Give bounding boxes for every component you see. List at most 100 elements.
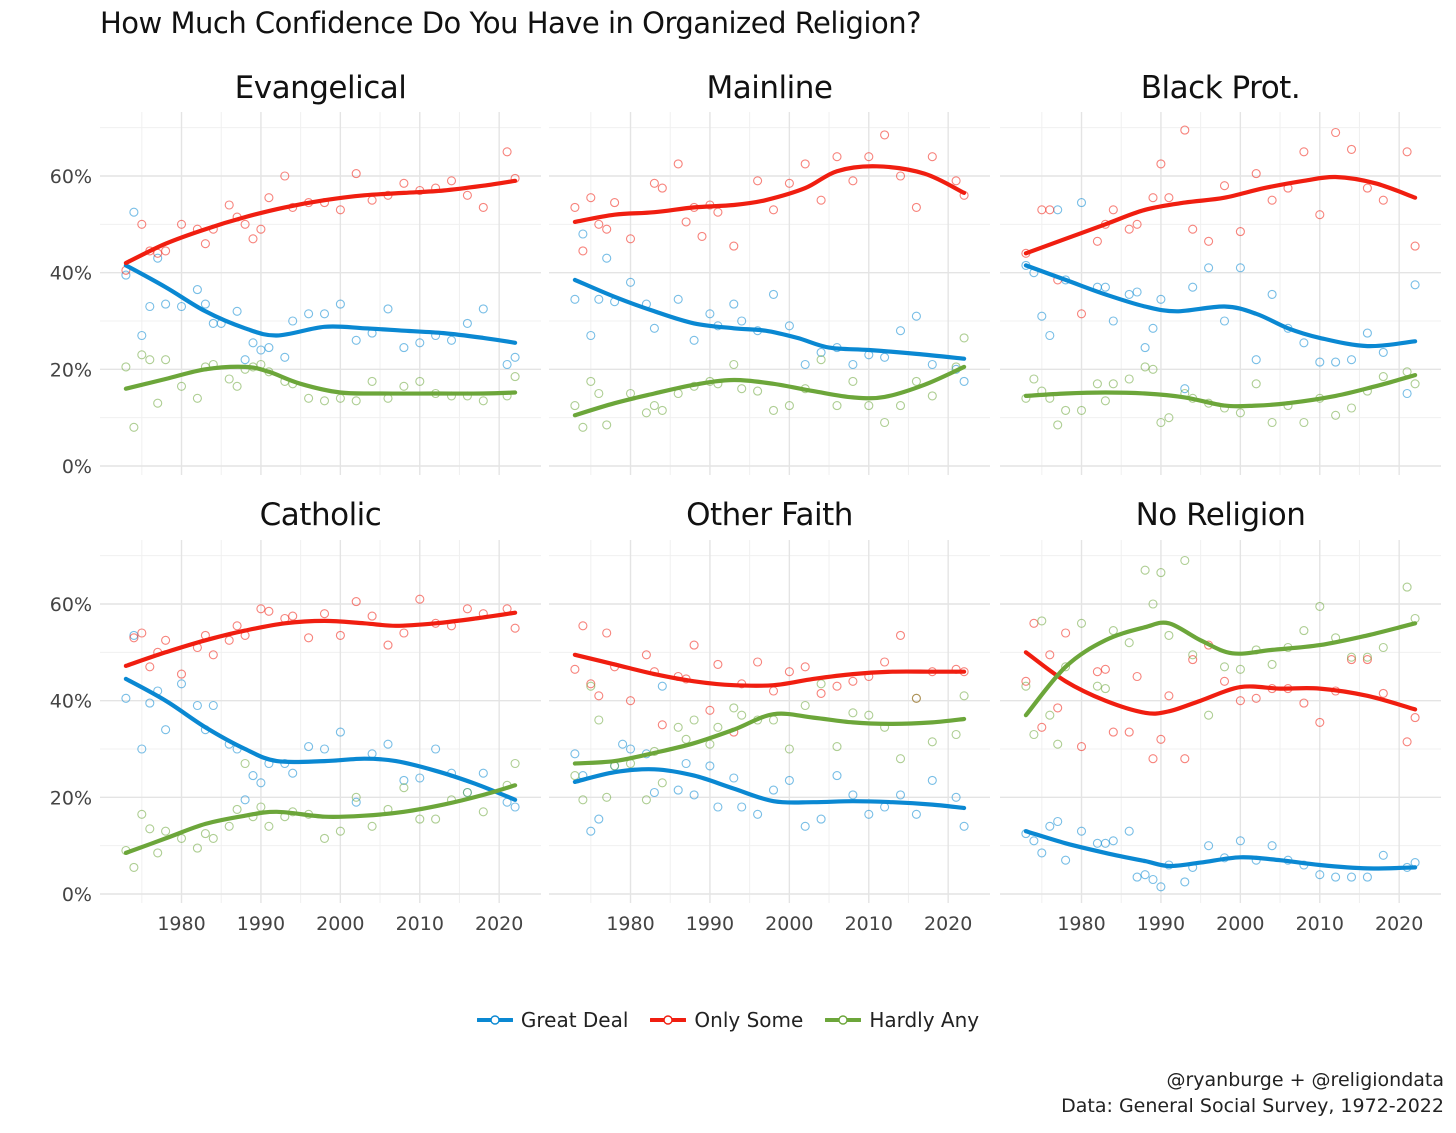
data-point [1235,227,1245,237]
data-point [1235,408,1245,418]
data-point [753,657,763,667]
data-point [137,744,147,754]
data-point [1188,655,1198,665]
data-point [578,246,588,256]
data-point [1132,219,1142,229]
data-point [367,821,377,831]
data-point [689,715,699,725]
data-point [1053,739,1063,749]
data-point [462,190,472,200]
data-point [1061,855,1071,865]
data-point [240,219,250,229]
data-point [383,304,393,314]
data-point [673,785,683,795]
data-point [832,742,842,752]
data-point [1108,836,1118,846]
data-point [768,715,779,725]
data-point [1402,147,1412,157]
data-point [713,659,723,669]
data-point [1346,355,1357,365]
data-point [161,246,171,256]
data-point [649,787,659,798]
data-point [1092,236,1102,246]
data-point [1331,357,1341,367]
legend-swatch [825,1015,862,1025]
data-point [367,195,377,205]
data-point [446,335,457,345]
data-point [319,744,330,754]
data-point [737,802,747,812]
data-point [729,359,739,370]
trend-line-hardly-any [572,364,967,418]
data-point [232,306,242,316]
data-point [697,231,707,241]
data-point [641,650,651,660]
data-point [161,299,171,309]
data-point [641,795,651,805]
data-point [1053,420,1063,430]
data-point [1164,691,1174,701]
data-point [1188,650,1198,660]
y-tick-label: 20% [50,359,92,381]
data-point [927,359,937,370]
data-point [951,176,961,186]
data-point [1140,870,1150,880]
data-point [1148,323,1158,333]
data-point [832,401,842,411]
data-point [1029,618,1039,628]
data-point [578,795,588,805]
data-point [240,795,250,805]
legend-swatch [650,1015,687,1025]
data-point [681,217,691,227]
data-point [570,294,580,304]
trend-line-hardly-any [123,783,518,855]
data-point [415,594,425,604]
data-point [502,359,512,370]
data-point [586,679,596,689]
data-point [602,420,612,430]
trend-line-only-some [572,652,967,688]
data-point [1092,681,1102,691]
data-point [208,650,218,660]
data-point [784,178,794,188]
data-point [848,708,858,718]
data-point [256,604,266,614]
data-point [399,381,409,391]
data-point [1061,662,1071,672]
data-point [705,761,715,771]
panel-title: Other Faith [686,497,853,533]
trend-line-hardly-any [1023,620,1418,718]
data-point [1164,193,1174,203]
data-point [594,814,604,824]
data-point [1346,872,1357,882]
data-point [880,657,890,667]
legend-label: Only Some [694,1008,804,1032]
legend-swatch [476,1015,513,1025]
data-point [816,347,826,357]
data-point [1100,664,1110,674]
data-point [816,679,826,689]
data-point [1315,601,1325,611]
data-point [176,381,187,391]
data-point [927,391,937,401]
data-point [911,693,921,703]
data-point [1299,147,1309,157]
x-tick-label: 1980 [1057,913,1105,935]
data-point [129,633,139,643]
data-point [586,681,596,691]
data-point [192,285,202,295]
data-point [335,205,345,215]
data-point [1299,626,1309,636]
data-point [586,826,596,836]
data-point [1402,388,1412,399]
data-point [176,679,187,689]
data-point [415,376,425,386]
data-point [848,376,858,386]
data-point [1037,848,1047,858]
data-point [1061,628,1071,638]
data-point [784,667,794,677]
data-point [625,696,636,706]
data-point [784,744,794,754]
panel-catholic: Catholic 0% 20% 40% 60% 1980 1990 2000 2010 2020 [50,497,541,935]
data-point [1029,374,1039,384]
